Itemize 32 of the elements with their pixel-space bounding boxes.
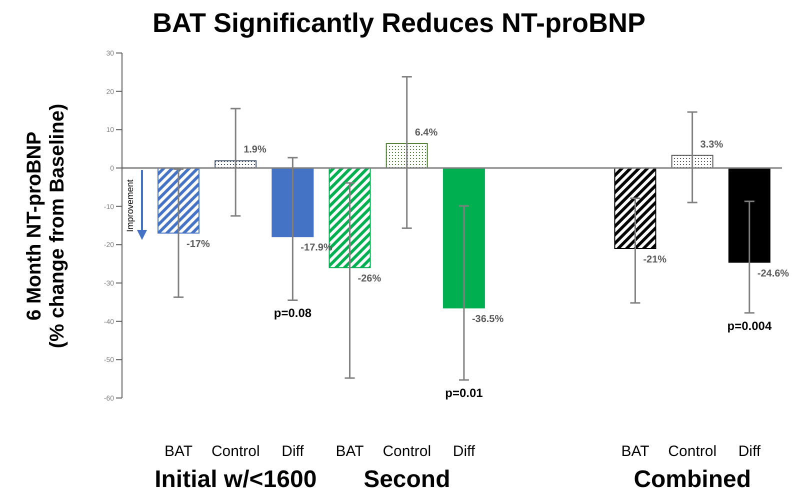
annotation: p=0.01 xyxy=(444,386,484,400)
x-tick-label: BAT xyxy=(164,443,193,460)
data-label: -17% xyxy=(186,239,210,250)
x-tick-label: BAT xyxy=(621,443,650,460)
x-tick-label: Diff xyxy=(452,443,476,460)
x-tick-label: Control xyxy=(668,443,717,460)
data-label: 1.9% xyxy=(244,144,266,156)
data-label: 3.3% xyxy=(700,139,724,150)
x-tick-label: Control xyxy=(211,443,260,460)
bar xyxy=(728,168,770,263)
annotation: Improvement xyxy=(125,179,135,232)
bar xyxy=(386,142,428,168)
text: Second xyxy=(364,466,450,493)
annotation: p=0.004 xyxy=(726,318,773,333)
data-label: -24.6% xyxy=(757,268,790,280)
text: Initial w/<1600 xyxy=(154,466,318,494)
x-tick-label: Diff xyxy=(738,443,762,460)
bar xyxy=(614,168,656,249)
chart-title: BAT Significantly Reduces NT-proBNP xyxy=(151,8,647,39)
bar xyxy=(442,168,485,308)
data-label: -36.5% xyxy=(472,314,504,325)
x-tick-label: BAT xyxy=(336,443,364,460)
data-label: -26% xyxy=(358,274,382,285)
data-label: 6.4% xyxy=(414,127,438,138)
bar xyxy=(272,168,314,238)
annotation: p=0.08 xyxy=(272,306,313,320)
y-axis-title: 6 Month NT-proBNP (% change from Baseline) xyxy=(23,103,69,348)
text: Combined xyxy=(632,466,752,494)
x-tick-label: Control xyxy=(382,443,432,460)
data-label: -21% xyxy=(643,254,667,266)
x-tick-label: Diff xyxy=(282,443,305,460)
bar xyxy=(157,168,200,234)
